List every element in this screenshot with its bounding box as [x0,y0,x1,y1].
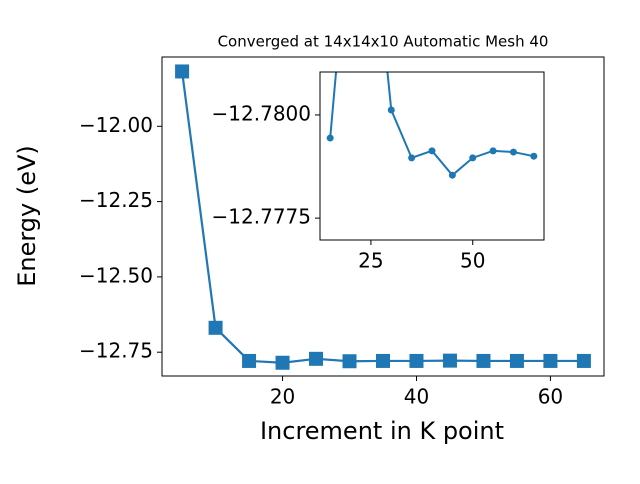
marker [428,147,436,155]
marker [376,353,390,368]
chart-title: Converged at 14x14x10 Automatic Mesh 40 [218,33,549,51]
x-tick-label: 50 [460,249,485,273]
marker [509,148,517,156]
y-tick-label: −12.00 [79,113,153,137]
x-tick-label: 20 [270,385,295,409]
axes-frame [319,71,545,241]
x-tick-label: 40 [404,385,429,409]
series-group [326,72,538,179]
marker [175,64,190,79]
x-tick-label: 60 [538,385,563,409]
marker [242,353,257,368]
y-tick-label: −12.75 [79,339,153,363]
axes-frame [161,56,605,377]
marker [476,353,491,368]
marker [342,354,357,369]
x-tick-label: 25 [358,249,383,273]
marker [509,353,524,368]
plot-area [320,72,544,240]
marker [309,351,324,366]
marker [326,134,334,142]
y-tick-label: −12.50 [79,263,153,287]
marker [208,320,223,335]
marker [543,353,558,368]
marker [275,355,290,370]
y-tick-label: −12.25 [79,188,153,212]
y-tick-label: −12.7775 [212,205,311,229]
x-axis-label: Increment in K point [260,417,504,445]
marker [409,353,424,368]
y-tick-label: −12.7800 [212,101,311,125]
y-axis-label: Energy (eV) [13,145,41,287]
marker [489,147,497,155]
marker [442,353,457,368]
marker [576,353,591,368]
marker [408,154,416,162]
marker [530,152,538,160]
marker [387,106,395,114]
series-group [175,64,591,370]
marker [448,171,456,179]
marker [469,154,477,162]
